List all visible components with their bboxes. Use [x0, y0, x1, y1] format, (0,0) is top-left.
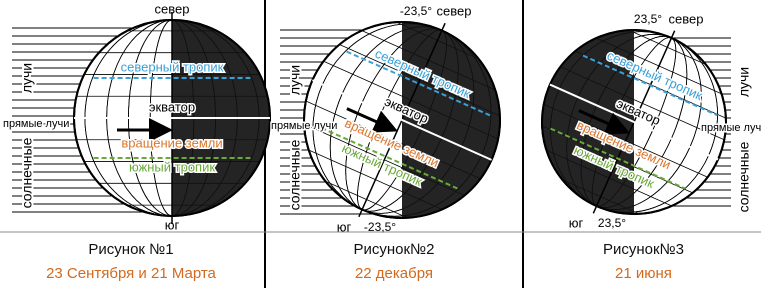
caption: Рисунок №1 [88, 241, 173, 258]
equator: экватор [149, 99, 195, 114]
tropic-north: северный тропик [121, 59, 224, 74]
north-angle: 23,5° [634, 12, 662, 26]
north: север [669, 11, 704, 26]
date: 23 Сентября и 21 Марта [46, 265, 216, 282]
rays-bottom: солнечные [287, 139, 303, 210]
rays-top: лучи [287, 65, 303, 95]
direct-rays: прямые лучи [3, 118, 69, 130]
diagram: северный тропик экватор вращение земли южны… [0, 0, 761, 288]
north-angle: -23,5° [400, 4, 432, 18]
south-angle: 23,5° [598, 216, 626, 230]
caption: Рисунок№3 [603, 241, 684, 258]
south: юг [337, 219, 352, 234]
north: север [437, 3, 472, 18]
tropic-south: южный тропик [129, 159, 215, 174]
north: север [155, 1, 190, 16]
direct-rays: прямые лучи [701, 122, 761, 134]
rotation: вращение земли [121, 135, 222, 150]
direct-rays: прямые лучи [271, 120, 337, 132]
south-angle: -23,5° [364, 220, 396, 234]
date: 21 июня [615, 265, 672, 282]
rays-top: лучи [736, 67, 752, 97]
rays-bottom: солнечные [736, 141, 752, 212]
south: юг [165, 217, 180, 232]
rays-top: лучи [19, 63, 35, 93]
date: 22 декабря [355, 265, 433, 282]
caption: Рисунок№2 [353, 241, 434, 258]
rays-bottom: солнечные [19, 137, 35, 208]
south: юг [569, 215, 584, 230]
